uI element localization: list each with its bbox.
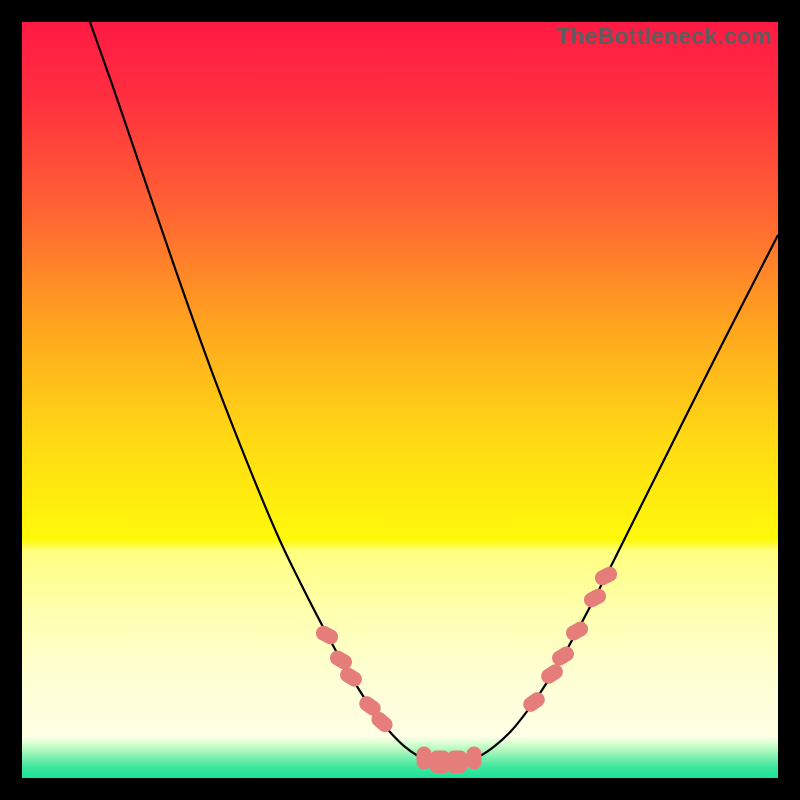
curve-marker: [539, 662, 565, 686]
bottleneck-curve: [90, 22, 778, 764]
curve-marker: [467, 747, 481, 769]
curve-marker: [447, 751, 467, 773]
curve-marker: [417, 747, 431, 769]
curve-marker: [593, 565, 619, 587]
outer-frame: TheBottleneck.com: [0, 0, 800, 800]
curve-marker: [521, 690, 547, 714]
curve-marker: [314, 624, 340, 647]
curve-markers: [314, 565, 619, 773]
curve-layer: [22, 22, 778, 778]
plot-area: TheBottleneck.com: [22, 22, 778, 778]
curve-marker: [550, 644, 576, 667]
curve-marker: [564, 620, 590, 643]
curve-marker: [582, 587, 608, 610]
